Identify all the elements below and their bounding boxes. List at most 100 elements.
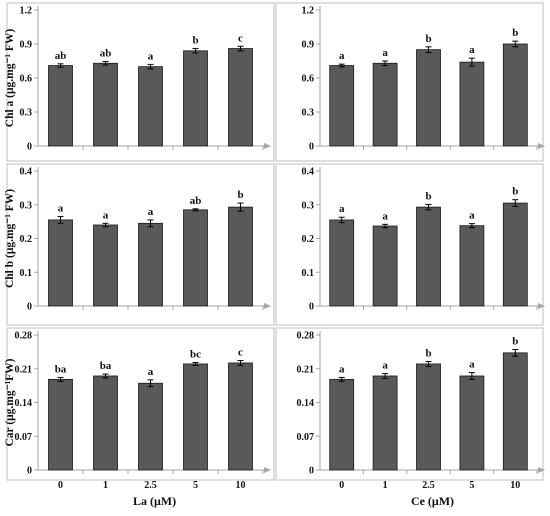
significance-letter: a xyxy=(339,50,345,62)
y-axis-label: Car (μg.mg⁻¹FW) xyxy=(4,358,16,446)
y-tick-label: 0.6 xyxy=(20,74,33,85)
bar xyxy=(416,206,441,307)
panel-frame xyxy=(6,2,275,162)
significance-letter: a xyxy=(339,203,345,215)
significance-letter: b xyxy=(425,190,431,202)
panel-frame xyxy=(6,163,275,326)
y-tick-label: 0 xyxy=(309,466,314,477)
panel-frame xyxy=(6,327,275,481)
y-tick-label: 0.21 xyxy=(297,364,315,375)
bar xyxy=(228,206,253,307)
panel-frame xyxy=(275,2,544,162)
significance-letter: bc xyxy=(190,348,201,360)
bar xyxy=(459,61,485,147)
x-tick-label: 1 xyxy=(103,480,108,491)
significance-letter: a xyxy=(382,47,388,59)
significance-letter: a xyxy=(148,50,154,62)
x-tick-label: 2.5 xyxy=(144,480,157,491)
y-tick-label: 0 xyxy=(27,142,32,153)
bar xyxy=(416,49,441,147)
y-axis-label: Chl a (μg.mg⁻¹ FW) xyxy=(4,29,16,128)
y-tick-label: 0.28 xyxy=(15,331,33,342)
y-tick-label: 1.2 xyxy=(302,6,315,17)
significance-letter: c xyxy=(238,32,243,44)
x-tick-label: 0 xyxy=(58,480,63,491)
x-axis-arrow xyxy=(538,303,545,309)
x-axis-label: Ce (μM) xyxy=(411,494,454,508)
significance-letter: a xyxy=(58,203,64,215)
bar xyxy=(183,209,208,307)
x-tick-label: 10 xyxy=(510,480,520,491)
panel-chlb_ce: 0 0.1 0.2 0.3 0.4 a a b a b xyxy=(275,163,545,326)
y-tick-label: 0.9 xyxy=(302,40,315,51)
y-tick-label: 0.2 xyxy=(302,234,315,245)
significance-letter: a xyxy=(148,206,154,218)
y-tick-label: 0.6 xyxy=(302,74,315,85)
y-tick-label: 0.4 xyxy=(20,167,33,178)
significance-letter: a xyxy=(382,360,388,372)
significance-letter: a xyxy=(469,210,475,222)
bar xyxy=(372,225,398,307)
bar xyxy=(93,375,118,471)
bar xyxy=(502,43,528,147)
x-tick-label: 10 xyxy=(236,480,246,491)
bar xyxy=(48,65,73,147)
bar xyxy=(138,382,163,471)
significance-letter: a xyxy=(469,359,475,371)
bar xyxy=(228,362,253,471)
bar xyxy=(329,65,355,147)
x-tick-label: 5 xyxy=(469,480,474,491)
x-axis-arrow xyxy=(264,467,271,473)
x-tick-label: 2.5 xyxy=(422,480,435,491)
y-tick-label: 0.3 xyxy=(302,108,315,119)
panel-car_la: 0 0.07 0.14 0.21 0.28 ba 0 ba 1 a 2.5 bc 5 c 10 Car (μg… xyxy=(4,327,275,508)
y-tick-label: 0 xyxy=(27,302,32,313)
bar xyxy=(138,66,163,147)
bar xyxy=(228,48,253,147)
x-axis-arrow xyxy=(264,143,271,149)
significance-letter: b xyxy=(425,33,431,45)
y-tick-label: 0.9 xyxy=(20,40,33,51)
significance-letter: a xyxy=(103,209,109,221)
bar xyxy=(183,363,208,471)
bar xyxy=(329,219,355,307)
y-tick-label: 1.2 xyxy=(20,6,33,17)
x-tick-label: 0 xyxy=(339,480,344,491)
bar xyxy=(372,62,398,147)
y-tick-label: 0.07 xyxy=(15,432,33,443)
significance-letter: b xyxy=(512,335,518,347)
panel-car_ce: 0 0.07 0.14 0.21 0.28 a 0 a 1 b 2.5 a 5 b 10 Ce (μM) xyxy=(275,327,545,508)
panel-chlb_la: 0 0.1 0.2 0.3 0.4 a a a ab b Chl b (μg.mg⁻¹ FW) xyxy=(4,163,275,326)
y-tick-label: 0 xyxy=(27,466,32,477)
y-tick-label: 0.2 xyxy=(20,234,33,245)
bar xyxy=(459,225,485,307)
significance-letter: c xyxy=(238,347,243,359)
y-tick-label: 0.1 xyxy=(20,268,33,279)
y-tick-label: 0 xyxy=(309,142,314,153)
significance-letter: a xyxy=(382,210,388,222)
significance-letter: ab xyxy=(100,48,112,60)
significance-letter: ab xyxy=(190,195,202,207)
x-tick-label: 5 xyxy=(193,480,198,491)
significance-letter: b xyxy=(192,35,198,47)
significance-letter: ba xyxy=(55,363,67,375)
y-tick-label: 0.1 xyxy=(302,268,315,279)
significance-letter: a xyxy=(469,44,475,56)
significance-letter: a xyxy=(339,363,345,375)
y-tick-label: 0.3 xyxy=(20,200,33,211)
x-tick-label: 1 xyxy=(383,480,388,491)
bar xyxy=(502,202,528,307)
x-axis-arrow xyxy=(538,143,545,149)
y-tick-label: 0.28 xyxy=(297,331,315,342)
x-axis-label: La (μM) xyxy=(133,494,176,508)
significance-letter: b xyxy=(512,27,518,39)
y-tick-label: 0.3 xyxy=(20,108,33,119)
y-tick-label: 0 xyxy=(309,302,314,313)
panel-frame xyxy=(275,327,544,481)
x-axis-arrow xyxy=(538,467,545,473)
y-axis-label: Chl b (μg.mg⁻¹ FW) xyxy=(4,189,16,288)
bar xyxy=(48,219,73,307)
bar xyxy=(329,378,355,471)
significance-letter: ba xyxy=(100,360,112,372)
